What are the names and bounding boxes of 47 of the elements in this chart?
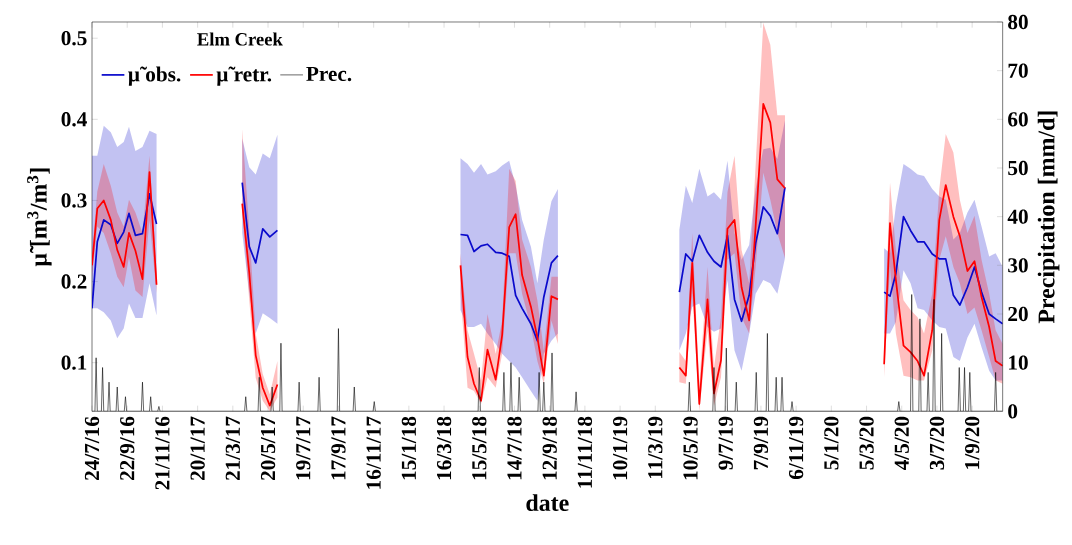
- x-tick-label: 21/11/16: [155, 416, 170, 490]
- x-tick-label: 21/3/17: [225, 416, 240, 481]
- y-tick-label: 0.5: [61, 31, 87, 46]
- y2-tick-label: 60: [1008, 112, 1028, 127]
- y2-tick-label: 80: [1008, 15, 1028, 30]
- x-tick-label: 4/5/20: [894, 417, 909, 471]
- x-tick-label: 20/1/17: [190, 416, 205, 481]
- legend-label: μ̃ obs.: [128, 66, 181, 86]
- y-tick-label: 0.3: [61, 193, 87, 208]
- x-tick-label: 15/1/18: [401, 416, 417, 480]
- x-tick-label: 11/3/19: [648, 416, 663, 479]
- y-axis-title: μ̃ [m$^{3}$/m$^{3}$]: [27, 168, 52, 267]
- y2-tick-label: 10: [1009, 355, 1028, 370]
- x-tick-label: 6/11/19: [789, 416, 804, 480]
- y2-tick-label: 40: [1007, 209, 1028, 225]
- x-tick-label: 10/5/19: [683, 416, 698, 480]
- y-tick-label: 0.2: [61, 274, 87, 289]
- y2-tick-label: 50: [1008, 161, 1028, 176]
- y2-tick-label: 0: [1008, 404, 1018, 419]
- x-tick-label: 5/3/20: [859, 417, 874, 470]
- x-tick-label: 10/1/19: [612, 416, 628, 480]
- x-tick-label: 11/11/18: [577, 416, 593, 488]
- y2-tick-label: 30: [1008, 258, 1028, 273]
- y-tick-label: 0.4: [61, 112, 87, 127]
- x-tick-label: 17/9/17: [331, 416, 346, 480]
- legend-label: μ̃ retr.: [216, 66, 272, 86]
- x-tick-label: 16/3/18: [436, 416, 452, 480]
- x-axis-title: date: [526, 494, 569, 512]
- x-tick-label: 7/9/19: [753, 416, 769, 470]
- x-tick-label: 24/7/16: [84, 416, 100, 481]
- legend-label: Prec.: [306, 67, 352, 82]
- legend-title: Elm Creek: [197, 32, 283, 46]
- x-tick-label: 22/9/16: [120, 416, 135, 481]
- x-tick-label: 16/11/17: [366, 416, 381, 489]
- x-tick-label: 5/1/20: [824, 417, 839, 470]
- y2-tick-label: 70: [1008, 63, 1028, 79]
- x-tick-label: 19/7/17: [296, 416, 311, 480]
- x-tick-label: 1/9/20: [964, 417, 980, 469]
- x-tick-label: 12/9/18: [542, 416, 557, 480]
- x-tick-label: 20/5/17: [260, 416, 276, 481]
- x-tick-label: 15/5/18: [472, 416, 487, 480]
- x-tick-label: 3/7/20: [929, 417, 945, 470]
- y-tick-label: 0.1: [61, 355, 87, 371]
- y2-tick-label: 20: [1008, 307, 1028, 322]
- x-tick-label: 14/7/18: [507, 416, 522, 480]
- x-tick-label: 9/7/19: [718, 416, 733, 470]
- y2-axis-title: Precipitation [mm/d]: [1037, 111, 1060, 324]
